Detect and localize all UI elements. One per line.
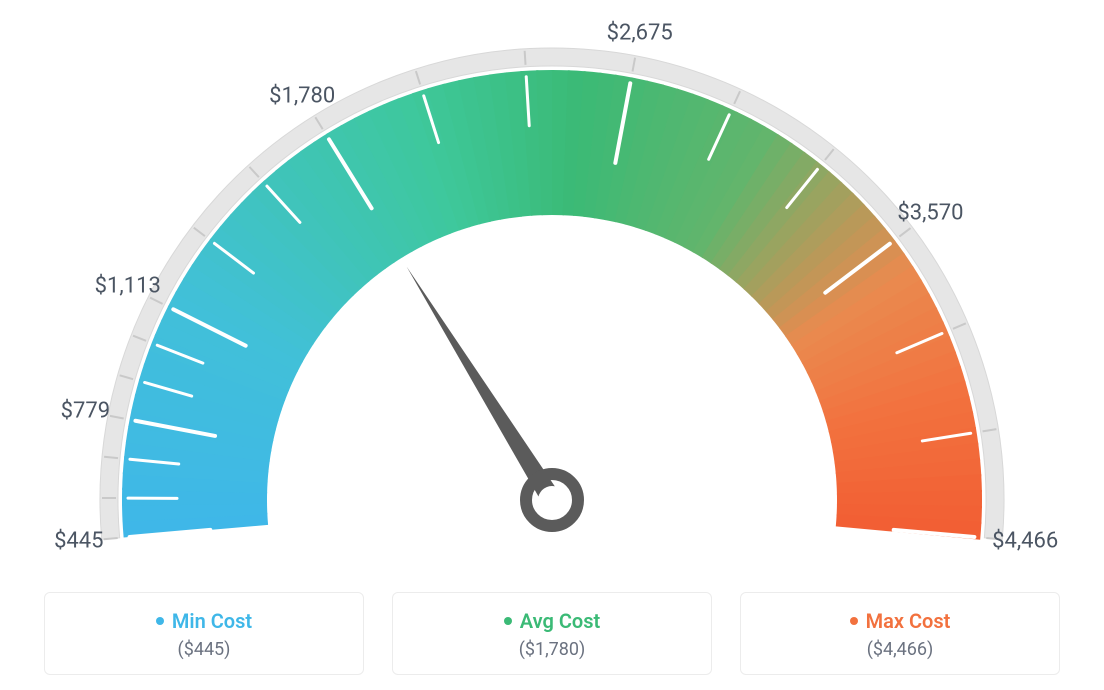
legend-label: Max Cost — [866, 609, 951, 633]
gauge-tick-label: $2,675 — [607, 21, 673, 46]
cost-gauge-chart: $445 $779 $1,113 $1,780 $2,675 $3,570 $4,466 — [0, 0, 1104, 560]
dot-icon — [156, 617, 164, 625]
legend-value: ($1,780) — [519, 639, 586, 660]
gauge-tick-label: $3,570 — [897, 200, 963, 225]
dot-icon — [850, 617, 858, 625]
legend-label: Min Cost — [172, 609, 252, 633]
legend-label: Avg Cost — [520, 609, 601, 633]
gauge-tick-label: $1,780 — [269, 83, 335, 108]
legend-row: Min Cost ($445) Avg Cost ($1,780) Max Co… — [0, 592, 1104, 675]
gauge-tick-label: $445 — [54, 529, 103, 554]
dot-icon — [504, 617, 512, 625]
legend-card-max: Max Cost ($4,466) — [740, 592, 1060, 675]
gauge-tick-label: $779 — [61, 399, 110, 424]
gauge-svg — [0, 0, 1104, 560]
legend-card-avg: Avg Cost ($1,780) — [392, 592, 712, 675]
gauge-tick-label: $1,113 — [95, 274, 161, 299]
legend-value: ($445) — [178, 639, 231, 660]
gauge-tick-label: $4,466 — [992, 529, 1058, 554]
legend-value: ($4,466) — [867, 639, 934, 660]
legend-card-min: Min Cost ($445) — [44, 592, 364, 675]
